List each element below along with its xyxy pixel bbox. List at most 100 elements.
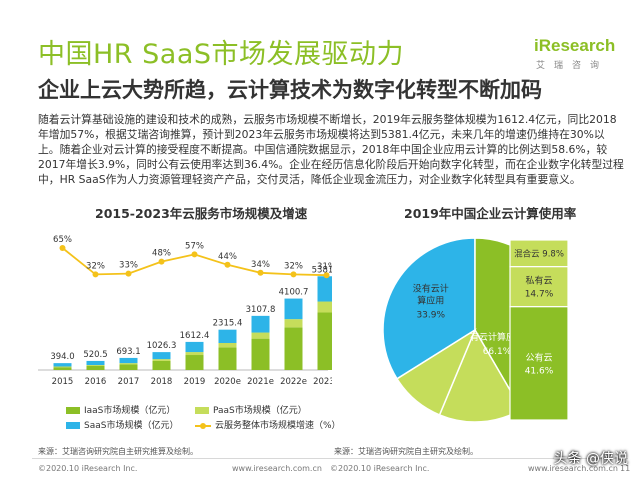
bar-paas-2015: [53, 366, 72, 368]
pie-label-none-name-2: 算应用: [417, 294, 444, 306]
footer-divider: [32, 458, 628, 459]
breakdown-name: 私有云: [525, 275, 552, 287]
breakdown-name: 公有云: [525, 351, 552, 363]
bar-total-label: 3107.8: [246, 305, 276, 315]
body-paragraph: 随着云计算基础设施的建设和技术的成熟，云服务市场规模不断增长，2019年云服务整…: [38, 113, 624, 186]
growth-label: 31%: [317, 262, 332, 272]
page-number: 11: [620, 464, 631, 473]
pie-source-note: 来源：艾瑞咨询研究院自主研究及绘制。: [334, 447, 478, 456]
bar-saas-2015: [53, 363, 72, 367]
bar-saas-2022e: [284, 298, 303, 320]
bar-paas-2019: [185, 352, 204, 356]
bar-saas-2016: [86, 360, 105, 366]
breakdown-value: 41.6%: [525, 366, 554, 376]
x-tick-label: 2015: [52, 377, 74, 387]
legend-paas-swatch: [195, 407, 209, 414]
bar-iaas-2018: [152, 360, 171, 370]
x-tick-label: 2017: [118, 377, 140, 387]
logo-text: iResearch: [534, 36, 616, 55]
bar-chart-title: 2015-2023年云服务市场规模及增速: [95, 206, 308, 221]
legend-saas: SaaS市场规模（亿元）: [66, 418, 178, 431]
bar-iaas-2015: [53, 367, 72, 370]
legend-saas-label: SaaS市场规模（亿元）: [84, 421, 179, 431]
bar-paas-2016: [86, 365, 105, 366]
growth-point-2019: [191, 251, 198, 258]
bar-saas-2021e: [251, 315, 270, 333]
bar-total-label: 1612.4: [180, 331, 210, 341]
bar-saas-2020e: [218, 329, 237, 343]
bar-paas-2022e: [284, 319, 303, 328]
bar-chart: 394.0 2015 520.5 2016 693.1 2017 1026.3 2018 161…: [38, 235, 332, 387]
bar-iaas-2016: [86, 365, 105, 370]
x-tick-label: 2018: [151, 377, 173, 387]
growth-label: 65%: [53, 235, 72, 245]
growth-point-2020e: [224, 261, 231, 268]
legend-paas-label: PaaS市场规模（亿元）: [213, 406, 307, 416]
footer-right-copyright: ©2020.10 iResearch Inc.: [330, 464, 430, 473]
watermark: 头条 @侠说: [553, 451, 628, 467]
growth-point-2023e: [323, 272, 330, 279]
pie-chart-title: 2019年中国企业云计算使用率: [404, 206, 577, 221]
growth-point-2016: [92, 271, 99, 278]
x-tick-label: 2016: [85, 377, 107, 387]
growth-label: 33%: [119, 261, 138, 271]
bar-total-label: 693.1: [116, 347, 140, 357]
logo-cn-text: 艾瑞咨询: [536, 61, 609, 71]
growth-label: 57%: [185, 241, 204, 251]
bar-iaas-2020e: [218, 347, 237, 370]
bar-saas-2018: [152, 352, 171, 360]
legend-paas: PaaS市场规模（亿元）: [195, 403, 307, 416]
pie-slice-2: [395, 328, 477, 416]
bar-paas-2018: [152, 359, 171, 361]
bar-saas-2023e: [317, 276, 332, 302]
x-tick-label: 2023e: [313, 377, 332, 387]
bar-paas-2021e: [251, 332, 270, 339]
bar-saas-2019: [185, 341, 204, 353]
x-tick-label: 2021e: [247, 377, 274, 387]
bar-total-label: 4100.7: [279, 288, 309, 298]
legend-growth: 云服务整体市场规模增速（%）: [195, 418, 341, 431]
bar-iaas-2022e: [284, 327, 303, 370]
x-tick-label: 2020e: [214, 377, 241, 387]
pie-label-none-value: 33.9%: [416, 310, 445, 320]
footer-right-url[interactable]: www.iresearch.com.cn: [528, 464, 618, 473]
bar-total-label: 1026.3: [147, 341, 177, 351]
iresearch-logo: iResearch 艾瑞咨询: [524, 34, 624, 74]
legend-growth-swatch: [195, 422, 211, 429]
footer-left-copyright: ©2020.10 iResearch Inc.: [38, 464, 138, 473]
x-tick-label: 2022e: [280, 377, 307, 387]
bar-total-label: 520.5: [83, 350, 107, 360]
bar-paas-2023e: [317, 301, 332, 313]
bar-iaas-2017: [119, 364, 138, 370]
bar-total-label: 394.0: [50, 352, 74, 362]
legend-iaas-label: IaaS市场规模（亿元）: [84, 406, 176, 416]
growth-point-2022e: [290, 271, 297, 278]
growth-point-2018: [158, 258, 165, 265]
breakdown-2: [509, 239, 569, 268]
growth-label: 44%: [218, 252, 237, 262]
breakdown-value: 14.7%: [525, 290, 554, 300]
breakdown-0: [509, 306, 569, 421]
footer-left-url[interactable]: www.iresearch.com.cn: [232, 464, 322, 473]
growth-point-2015: [59, 245, 66, 251]
bar-saas-2017: [119, 357, 138, 364]
breakdown-label: 混合云 9.8%: [514, 248, 564, 259]
growth-point-2021e: [257, 269, 264, 276]
x-tick-label: 2019: [184, 377, 206, 387]
growth-point-2017: [125, 270, 132, 277]
legend-iaas-swatch: [66, 407, 80, 414]
pie-label-none-name-1: 没有云计: [413, 282, 449, 294]
bar-paas-2020e: [218, 343, 237, 348]
growth-label: 48%: [152, 249, 171, 259]
growth-label: 32%: [86, 261, 105, 271]
growth-label: 34%: [251, 260, 270, 270]
bar-iaas-2019: [185, 355, 204, 370]
bar-paas-2017: [119, 363, 138, 365]
legend-growth-label: 云服务整体市场规模增速（%）: [215, 421, 341, 431]
bar-source-note: 来源：艾瑞咨询研究院自主研究推算及绘制。: [38, 447, 198, 456]
page-title: 中国HR SaaS市场发展驱动力: [38, 39, 405, 70]
growth-label: 32%: [284, 261, 303, 271]
bar-total-label: 2315.4: [213, 319, 243, 329]
legend-saas-swatch: [66, 422, 80, 429]
